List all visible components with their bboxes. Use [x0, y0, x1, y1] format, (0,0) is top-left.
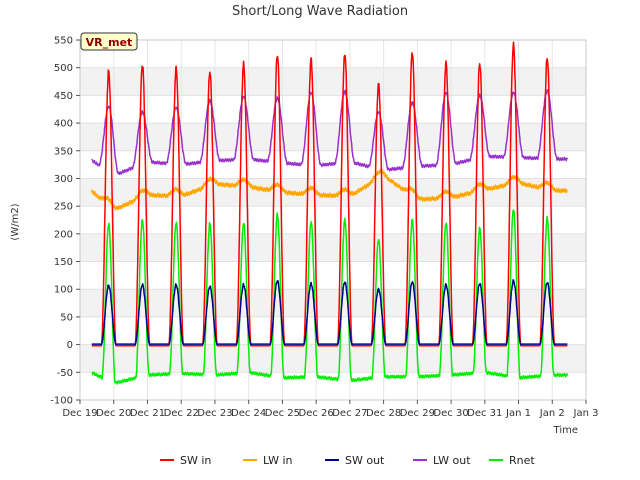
- y-tick-label: 250: [54, 202, 73, 213]
- legend-label: SW out: [345, 454, 385, 467]
- x-tick-label: Dec 27: [332, 408, 367, 419]
- y-tick-label: 300: [54, 174, 73, 185]
- x-tick-label: Dec 19: [62, 408, 97, 419]
- series-line-lw-out: [91, 89, 569, 176]
- x-axis-label: Time: [553, 425, 578, 436]
- x-tick-label: Dec 30: [433, 408, 468, 419]
- x-tick-label: Dec 22: [164, 408, 199, 419]
- y-tick-label: 350: [54, 146, 73, 157]
- y-tick-label: -100: [50, 396, 73, 407]
- x-tick-label: Dec 31: [467, 408, 502, 419]
- plot-band: [80, 123, 586, 151]
- site-label-text: VR_met: [86, 36, 133, 49]
- x-tick-label: Dec 20: [96, 408, 131, 419]
- series-line-lw-in: [91, 168, 568, 211]
- plot-band: [80, 344, 586, 373]
- y-tick-label: 200: [54, 229, 73, 240]
- y-tick-label: 450: [54, 91, 73, 102]
- y-tick-label: 550: [54, 36, 73, 47]
- chart-title: Short/Long Wave Radiation: [232, 4, 408, 19]
- y-axis-label: (W/m2): [10, 203, 21, 240]
- x-tick-label: Jan 1: [505, 408, 531, 419]
- x-tick-label: Dec 25: [265, 408, 300, 419]
- y-tick-label: 400: [54, 119, 73, 130]
- x-tick-label: Dec 21: [130, 408, 165, 419]
- y-tick-label: -50: [57, 368, 73, 379]
- x-tick-label: Jan 3: [573, 408, 599, 419]
- x-tick-label: Dec 29: [400, 408, 435, 419]
- legend-label: LW in: [263, 454, 293, 467]
- x-tick-label: Dec 28: [366, 408, 401, 419]
- y-tick-label: 50: [60, 312, 73, 323]
- y-tick-label: 500: [54, 63, 73, 74]
- site-label-badge: VR_met: [80, 32, 138, 51]
- y-axis-ticks: -100 -50 0 50 100 150 200 250 300 350 400 450 500 550: [50, 36, 80, 407]
- series-line-sw-in: [91, 41, 568, 347]
- x-tick-label: Jan 2: [539, 408, 565, 419]
- plot-band: [80, 233, 586, 262]
- plot-band: [80, 289, 586, 317]
- x-tick-label: Dec 23: [197, 408, 232, 419]
- site-label-box: [80, 32, 138, 51]
- y-tick-label: 100: [54, 285, 73, 296]
- series-line-rnet: [91, 209, 569, 385]
- legend-label: Rnet: [509, 454, 535, 467]
- legend: SW in LW in SW out LW out Rnet: [160, 454, 535, 467]
- x-tick-label: Dec 26: [299, 408, 334, 419]
- y-tick-label: 150: [54, 257, 73, 268]
- y-tick-label: 0: [67, 340, 73, 351]
- legend-label: SW in: [180, 454, 211, 467]
- series-lines: [91, 41, 569, 385]
- plot-band: [80, 67, 586, 96]
- legend-label: LW out: [433, 454, 471, 467]
- plot-frame: [79, 39, 587, 401]
- x-tick-label: Dec 24: [231, 408, 266, 419]
- series-line-sw-out: [91, 279, 568, 346]
- plot-band: [80, 178, 586, 207]
- plot-bands: [80, 67, 586, 373]
